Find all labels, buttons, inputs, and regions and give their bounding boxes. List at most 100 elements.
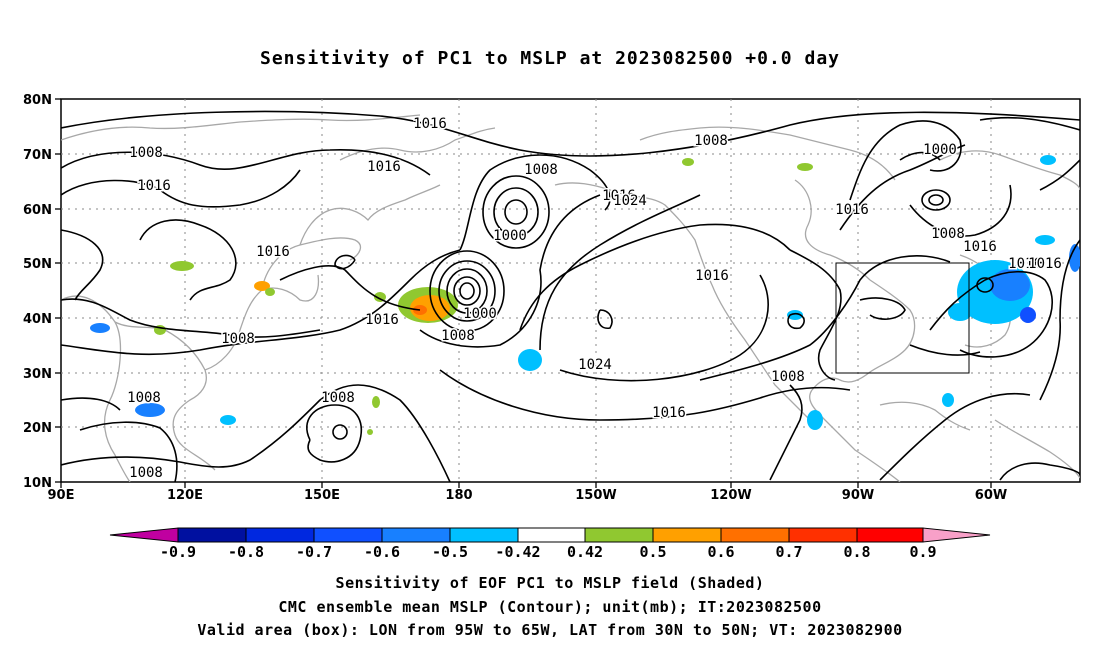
colorbar-swatch: [788, 527, 858, 543]
colorbar-label: 0.6: [707, 543, 734, 561]
contour-label: 1008: [771, 369, 805, 385]
axis-ticks: [55, 98, 992, 488]
map-title: Sensitivity of PC1 to MSLP at 2023082500…: [259, 48, 840, 69]
shade-blue: [990, 269, 1030, 301]
colorbar-label: 0.42: [567, 543, 603, 561]
shade-blue: [1040, 155, 1056, 165]
lat-label: 20N: [23, 421, 52, 436]
colorbar-swatch: [652, 527, 722, 543]
contour-label: 1024: [578, 357, 612, 373]
lat-label: 30N: [23, 367, 52, 382]
lon-label: 150E: [304, 488, 340, 503]
lat-label: 60N: [23, 203, 52, 218]
contour-label: 1016: [367, 159, 401, 175]
contour-label: 1008: [127, 390, 161, 406]
contour-label: 1008: [693, 133, 727, 149]
shade-blue: [1035, 235, 1055, 245]
contour-label: 1008: [931, 226, 965, 242]
lon-label: 120W: [710, 488, 751, 503]
shade-blue: [1020, 307, 1036, 323]
colorbar-label: -0.6: [364, 543, 400, 561]
contour-label: 1000: [493, 228, 527, 244]
contour-label: 1008: [524, 162, 558, 178]
contour-label: 1016: [413, 116, 447, 132]
caption-contour: CMC ensemble mean MSLP (Contour); unit(m…: [278, 598, 822, 616]
shade-orange: [254, 281, 270, 291]
shade-blue: [942, 393, 954, 407]
lat-label: 50N: [23, 257, 52, 272]
colorbar-swatch: [313, 527, 383, 543]
shade-blue: [948, 303, 972, 321]
colorbar-swatch: [381, 527, 451, 543]
shade-blue: [90, 323, 110, 333]
contour-label: 1008: [321, 390, 355, 406]
contour-label: 1008: [221, 331, 255, 347]
coastlines: [61, 114, 1080, 482]
colorbar-swatch: [517, 527, 586, 543]
colorbar-end-low: [109, 527, 179, 543]
contour-label: 1008: [694, 133, 728, 149]
shade-green: [797, 163, 813, 171]
sensitivity-shading: [90, 155, 1080, 435]
mslp-contours: [61, 110, 1080, 482]
colorbar-label: 0.9: [909, 543, 936, 561]
lat-label: 80N: [23, 93, 52, 108]
colorbar-labels: -0.9 -0.8 -0.7 -0.6 -0.5 -0.42 0.42 0.5 …: [160, 543, 937, 561]
colorbar-swatch: [584, 527, 654, 543]
contour-label: 1016: [963, 239, 997, 255]
colorbar-swatch: [720, 527, 790, 543]
colorbar-label: 0.7: [775, 543, 802, 561]
colorbar: [109, 527, 991, 543]
lon-label: 120E: [167, 488, 203, 503]
caption-valid-area: Valid area (box): LON from 95W to 65W, L…: [197, 621, 903, 639]
colorbar-swatch: [856, 527, 924, 543]
shade-green: [170, 261, 194, 271]
lon-label: 60W: [975, 488, 1007, 503]
caption-shading: Sensitivity of EOF PC1 to MSLP field (Sh…: [335, 574, 765, 592]
contour-label: 1016: [1008, 256, 1042, 272]
colorbar-label: -0.7: [296, 543, 332, 561]
shade-blue: [518, 349, 542, 371]
shade-green: [367, 429, 373, 435]
lon-label: 150W: [575, 488, 616, 503]
contour-label: 1024: [613, 193, 647, 209]
shade-blue: [1069, 244, 1080, 272]
contour-label: 1000: [923, 142, 957, 158]
colorbar-swatch: [245, 527, 315, 543]
graticule: [61, 99, 1080, 482]
valid-area-box: [835, 262, 970, 374]
lat-label: 10N: [23, 476, 52, 491]
latitude-labels: 80N 70N 60N 50N 40N 30N 20N 10N: [23, 93, 52, 491]
lat-label: 40N: [23, 312, 52, 327]
contour-label: 1016: [652, 405, 686, 421]
contour-label: 1008: [441, 328, 475, 344]
colorbar-label: -0.8: [228, 543, 264, 561]
contour-label: 1008: [129, 465, 163, 481]
contour-labels: 1016 1008 1008 1016 1016 1008 1016 1000 …: [126, 115, 1064, 483]
shade-green: [682, 158, 694, 166]
colorbar-label: -0.5: [432, 543, 468, 561]
colorbar-label: 0.5: [639, 543, 666, 561]
shade-green: [265, 288, 275, 296]
colorbar-swatch: [177, 527, 247, 543]
lon-label: 180: [445, 488, 472, 503]
contour-label: 1016: [256, 244, 290, 260]
shade-green: [372, 396, 380, 408]
shade-blue: [135, 403, 165, 417]
lon-label: 90E: [48, 488, 75, 503]
contour-label: 1016: [365, 312, 399, 328]
colorbar-swatch: [449, 527, 519, 543]
contour-label: 1016: [602, 188, 636, 204]
contour-label: 1000: [463, 306, 497, 322]
colorbar-end-high: [922, 527, 991, 543]
contour-label: 1016: [835, 202, 869, 218]
lon-label: 90W: [842, 488, 874, 503]
shade-blue: [787, 310, 803, 320]
colorbar-label: 0.8: [843, 543, 870, 561]
colorbar-label: -0.42: [495, 543, 540, 561]
shade-blue: [220, 415, 236, 425]
contour-label: 1016: [137, 178, 171, 194]
colorbar-label: -0.9: [160, 543, 196, 561]
contour-label: 1016: [695, 268, 729, 284]
